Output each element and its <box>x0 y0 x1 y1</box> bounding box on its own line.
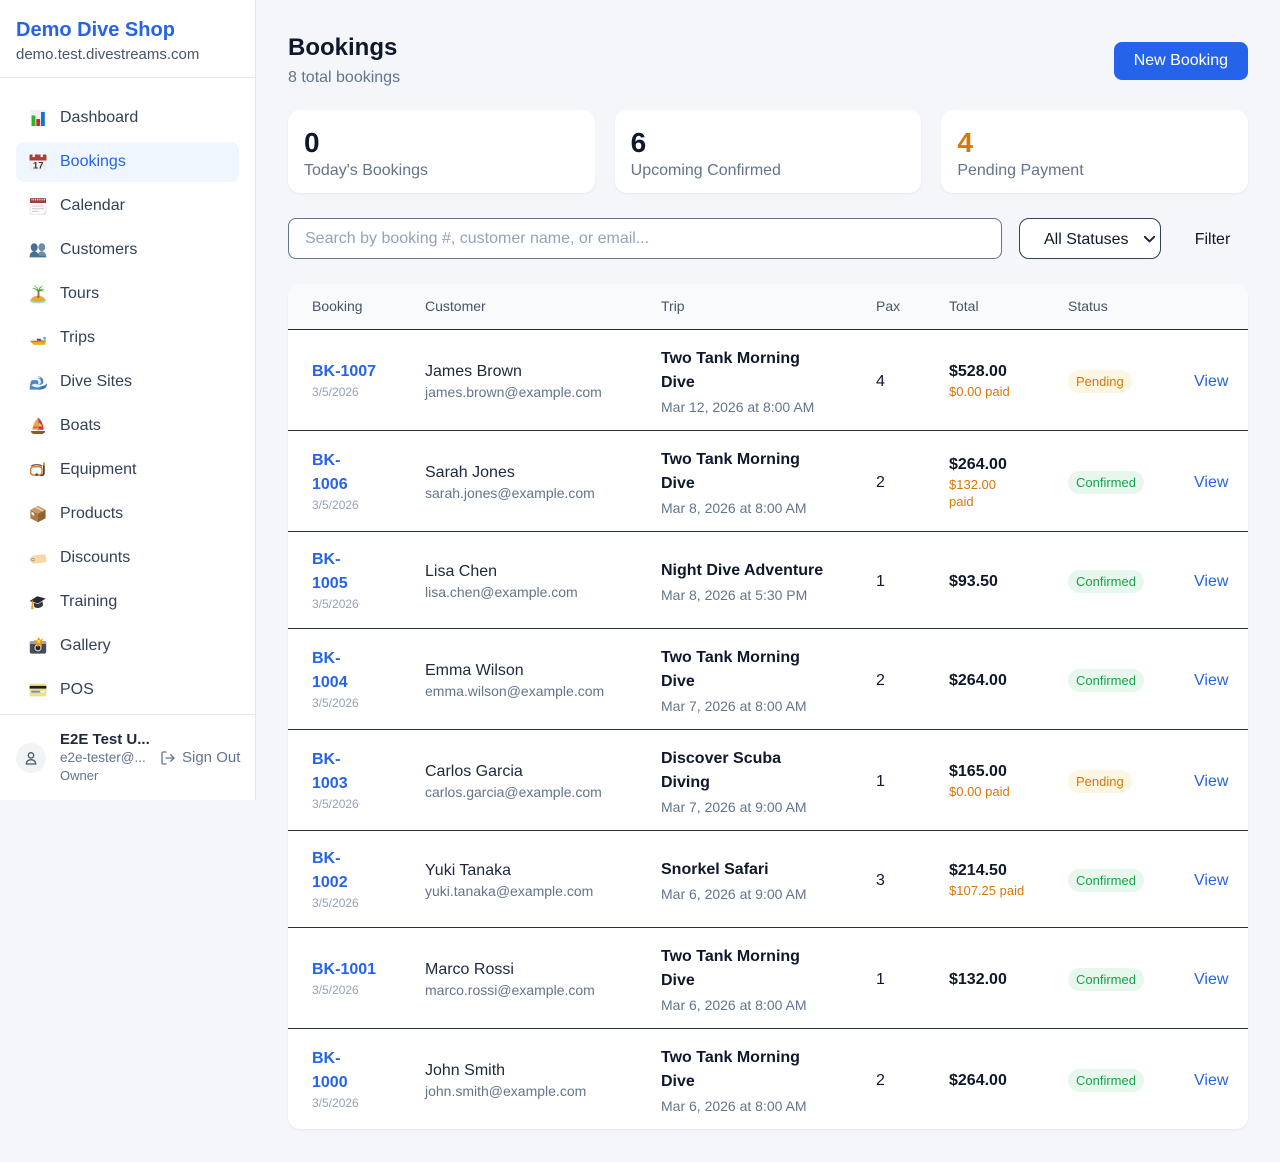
svg-text:17: 17 <box>33 161 44 172</box>
